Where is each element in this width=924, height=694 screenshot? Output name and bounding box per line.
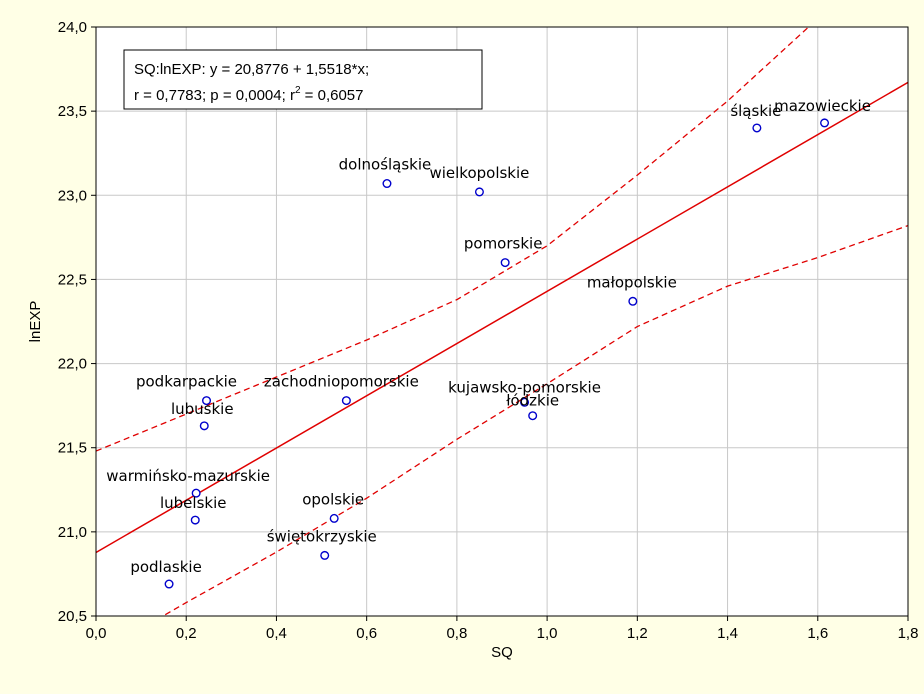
point-label: lubelskie	[160, 494, 227, 512]
point-label: pomorskie	[464, 235, 543, 253]
data-point	[752, 123, 762, 133]
x-tick-label: 1,2	[627, 625, 648, 642]
regression-line	[96, 81, 908, 554]
point-label: kujawsko-pomorskie	[448, 378, 601, 396]
stats-coefficients-text: r = 0,7783; p = 0,0004; r	[134, 87, 295, 104]
x-axis-title: SQ	[491, 644, 513, 661]
point-label: śląskie	[730, 102, 781, 120]
stats-coefficients: r = 0,7783; p = 0,0004; r2 = 0,6057	[134, 85, 364, 104]
plot-area	[96, 27, 908, 616]
data-point	[191, 488, 201, 498]
x-tick-label: 1,6	[807, 625, 828, 642]
y-tick-label: 20,5	[58, 608, 87, 625]
x-tick-label: 0,6	[356, 625, 377, 642]
x-tick-label: 1,4	[717, 625, 738, 642]
data-point	[190, 515, 200, 525]
x-tick-label: 1,0	[537, 625, 558, 642]
data-point	[520, 397, 530, 407]
data-point	[474, 187, 484, 197]
x-tick-label: 0,8	[446, 625, 467, 642]
stats-r-squared-value: = 0,6057	[301, 87, 364, 104]
confidence-upper	[96, 27, 810, 452]
confidence-band	[96, 27, 908, 616]
y-axis-title: lnEXP	[27, 301, 44, 343]
x-tick-label: 0,2	[176, 625, 197, 642]
y-tick-label: 22,5	[58, 271, 87, 288]
point-label: łódzkie	[506, 392, 559, 410]
y-tick-label: 22,0	[58, 356, 87, 373]
stats-equation: SQ:lnEXP: y = 20,8776 + 1,5518*x;	[134, 61, 369, 78]
point-label: lubuskie	[171, 400, 234, 418]
plot-frame	[95, 26, 909, 617]
point-label: świętokrzyskie	[267, 527, 377, 545]
y-tick-label: 21,0	[58, 524, 87, 541]
data-point	[164, 579, 174, 589]
data-point	[341, 396, 351, 406]
point-label: zachodniopomorskie	[264, 373, 419, 391]
stats-box: SQ:lnEXP: y = 20,8776 + 1,5518*x; r = 0,…	[123, 49, 483, 110]
point-label: mazowieckie	[774, 97, 871, 115]
data-point	[382, 179, 392, 189]
point-label: małopolskie	[587, 273, 677, 291]
y-axis-ticks: 20,5 21,0 21,5 22,0 22,5 23,0 23,5 24,0	[58, 19, 96, 625]
data-point	[320, 550, 330, 560]
data-points	[164, 118, 830, 589]
point-label: dolnośląskie	[339, 156, 432, 174]
y-tick-label: 23,0	[58, 187, 87, 204]
y-tick-label: 23,5	[58, 103, 87, 120]
data-point	[628, 296, 638, 306]
data-point	[329, 513, 339, 523]
x-tick-label: 0,4	[266, 625, 287, 642]
x-tick-label: 1,8	[898, 625, 919, 642]
data-point	[528, 411, 538, 421]
point-label: wielkopolskie	[429, 164, 529, 182]
point-label: opolskie	[302, 490, 364, 508]
y-tick-label: 24,0	[58, 19, 87, 36]
data-point	[500, 258, 510, 268]
x-axis-ticks: 0,0 0,2 0,4 0,6 0,8 1,0 1,2 1,4 1,6 1,8	[86, 616, 919, 642]
y-tick-label: 21,5	[58, 440, 87, 457]
point-label: warmińsko-mazurskie	[106, 467, 270, 485]
data-point	[199, 421, 209, 431]
point-label: podkarpackie	[136, 373, 237, 391]
confidence-lower	[161, 224, 908, 616]
data-point	[820, 118, 830, 128]
stats-r-squared-exponent: 2	[295, 85, 301, 96]
data-point	[202, 396, 212, 406]
stats-box-frame	[123, 49, 483, 110]
x-tick-label: 0,0	[86, 625, 107, 642]
point-label: podlaskie	[130, 558, 201, 576]
